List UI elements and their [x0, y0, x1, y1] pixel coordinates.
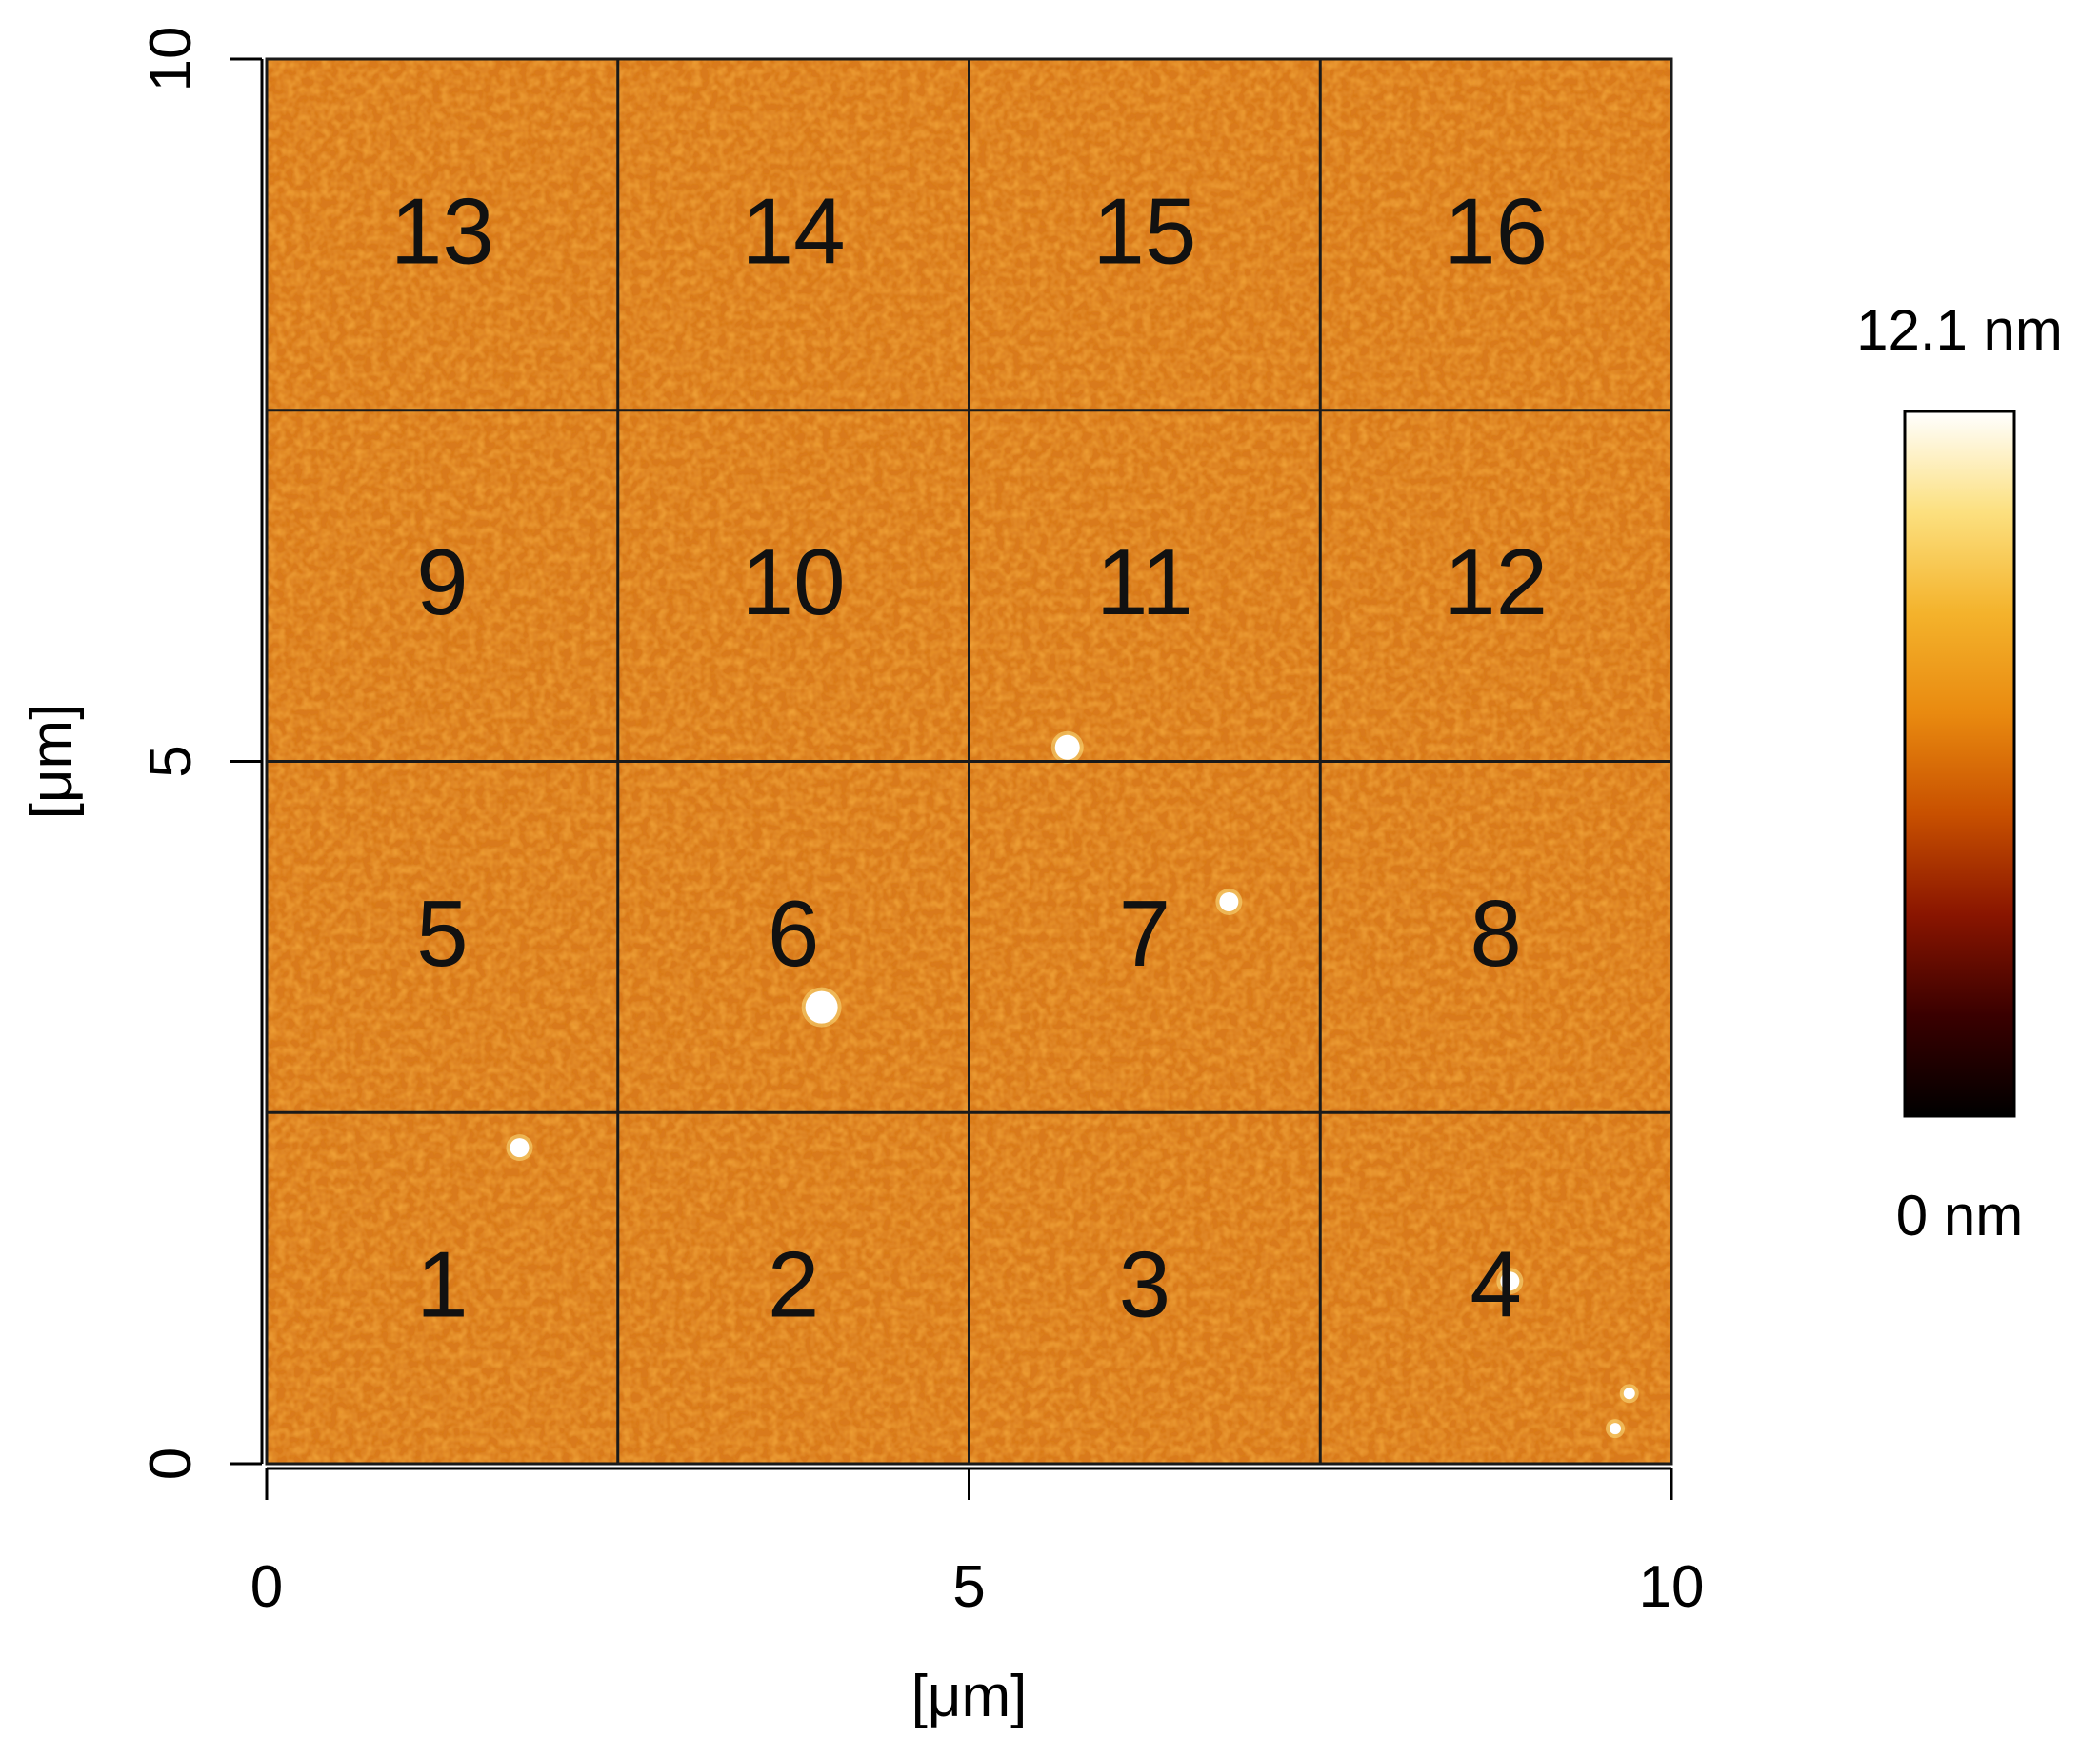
colorbar-max-label: 12.1 nm: [1856, 298, 2063, 362]
colorbar: 12.1 nm 0 nm: [1856, 298, 2063, 1248]
region-label: 5: [416, 881, 469, 986]
x-axis-label: [μm]: [911, 1664, 1028, 1729]
colorbar-min-label: 0 nm: [1896, 1184, 2023, 1248]
region-label: 14: [742, 178, 846, 283]
region-label: 2: [768, 1232, 820, 1337]
region-label: 3: [1119, 1232, 1171, 1337]
particle: [510, 1138, 530, 1158]
region-label: 9: [416, 529, 469, 634]
region-label: 11: [1096, 529, 1193, 634]
region-label: 13: [390, 178, 494, 283]
region-label: 10: [742, 529, 846, 634]
region-label: 1: [416, 1232, 469, 1337]
x-tick-label: 0: [250, 1554, 283, 1620]
particle: [1219, 892, 1239, 911]
particle: [1610, 1423, 1621, 1435]
axes: 0 5 10 [μm] 0 5 10 [μm]: [19, 27, 1704, 1729]
y-tick-label: 0: [138, 1448, 204, 1480]
x-tick-label: 5: [952, 1554, 985, 1620]
particle: [805, 990, 838, 1024]
x-tick-label: 10: [1639, 1554, 1705, 1620]
y-axis-label: [μm]: [19, 704, 85, 820]
particle: [1623, 1388, 1635, 1400]
region-label: 6: [768, 881, 820, 986]
region-label: 16: [1444, 178, 1548, 283]
plot-frame: [265, 57, 1673, 1466]
region-label: 4: [1470, 1232, 1522, 1337]
colorbar-gradient: [1903, 410, 2016, 1118]
particle: [1054, 734, 1080, 760]
region-label: 12: [1444, 529, 1548, 634]
region-label: 15: [1092, 178, 1196, 283]
y-tick-label: 5: [138, 745, 204, 777]
region-label: 7: [1119, 881, 1171, 986]
region-label: 8: [1470, 881, 1522, 986]
y-tick-label: 10: [138, 27, 204, 92]
particle: [1500, 1271, 1520, 1291]
